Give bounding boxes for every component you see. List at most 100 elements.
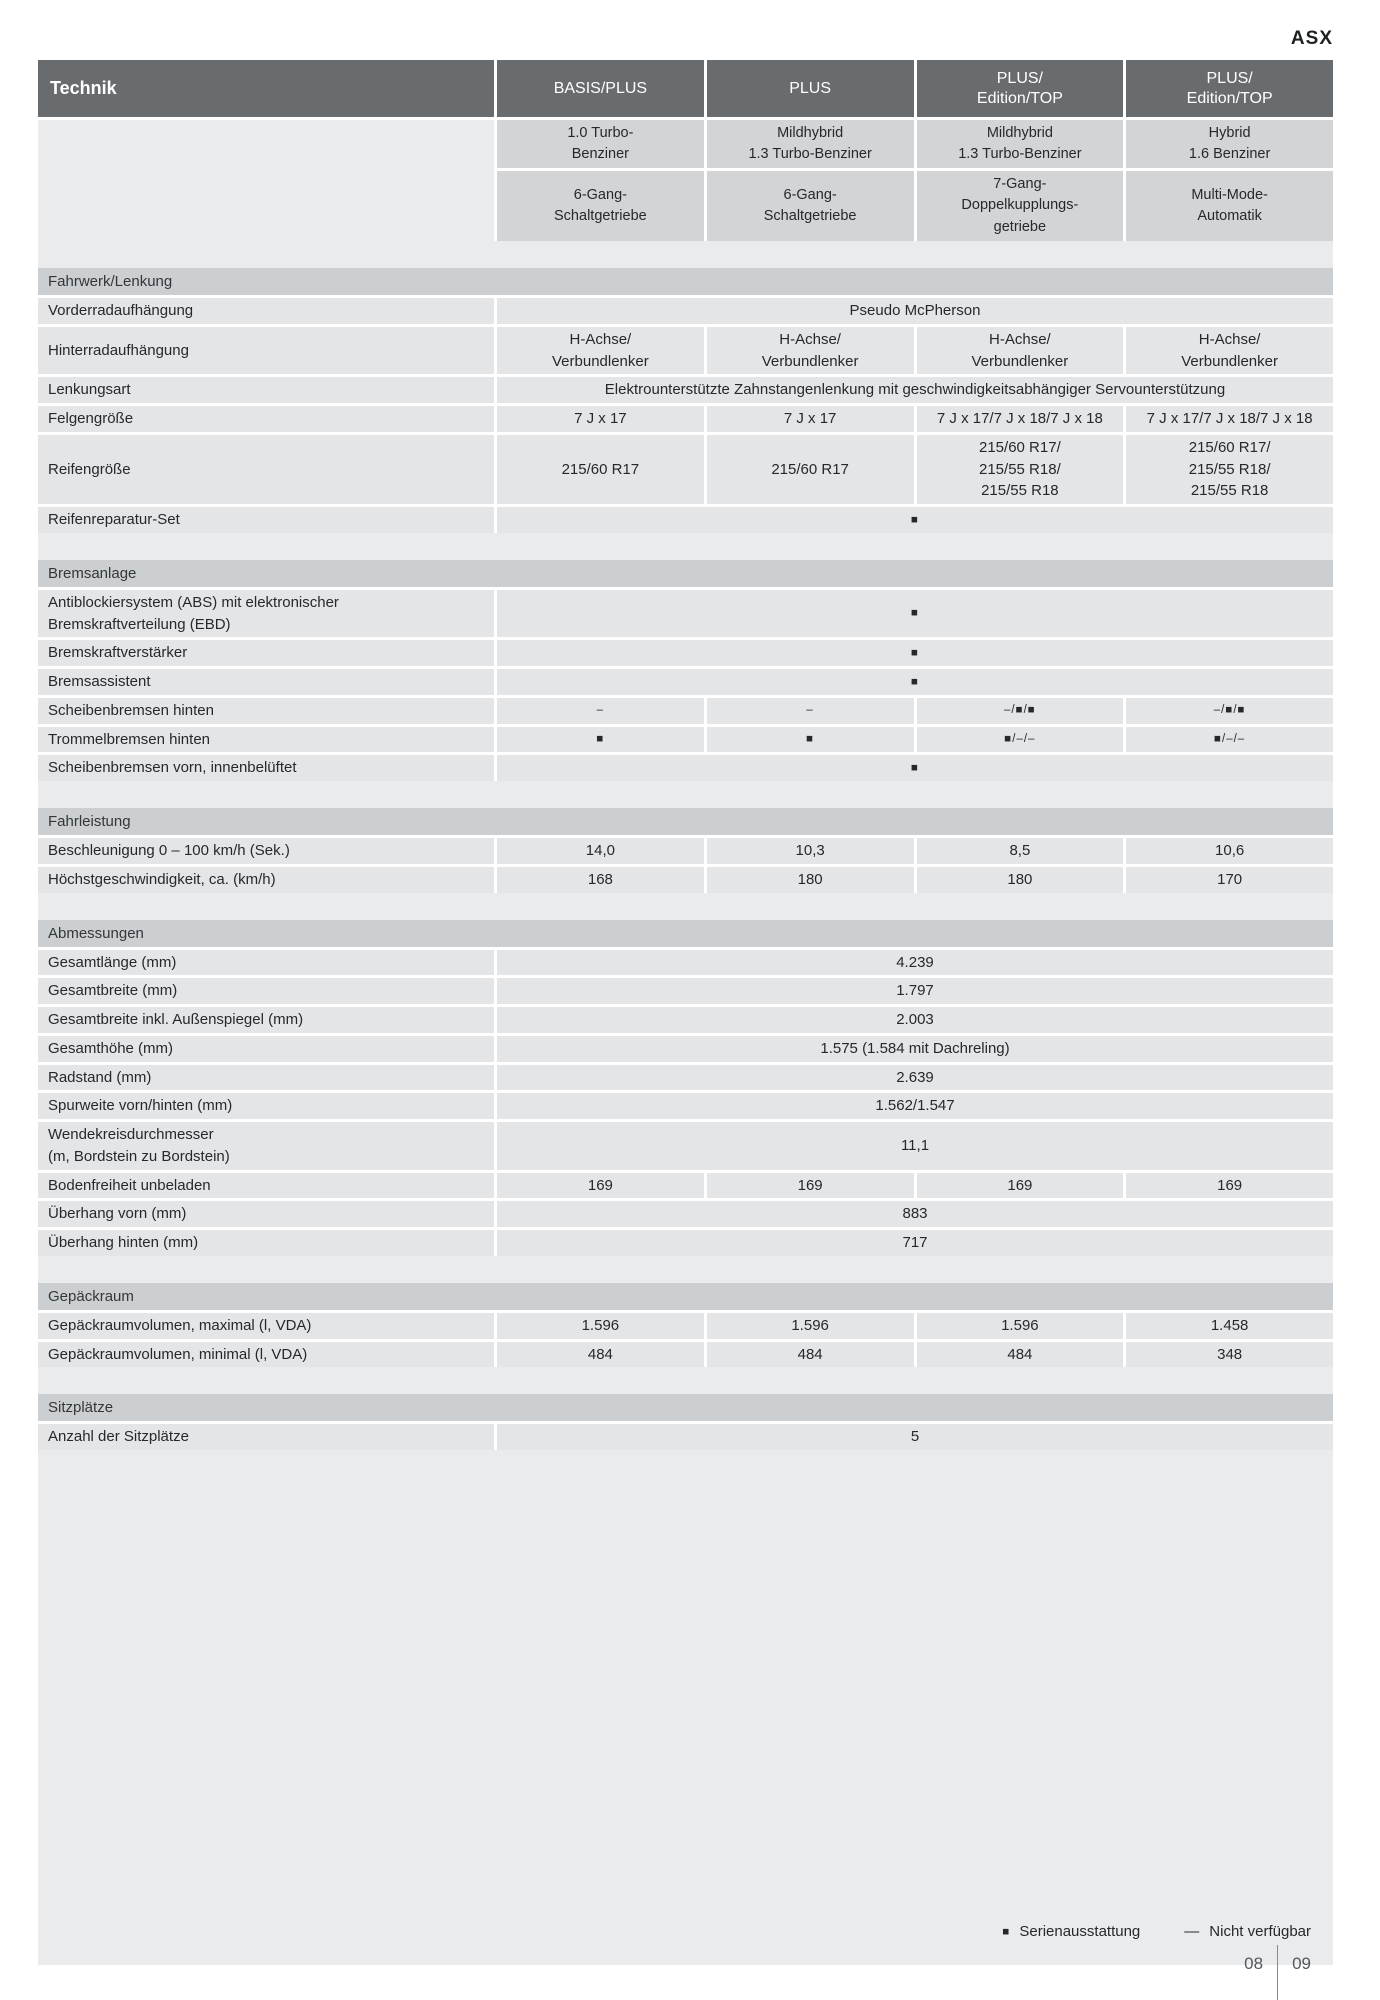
- value-cell: 10,6: [1126, 838, 1333, 864]
- value-cell-span: 1.797: [497, 978, 1333, 1004]
- row-label: Reifengröße: [38, 434, 494, 504]
- legend-not-available-label: Nicht verfügbar: [1209, 1923, 1311, 1940]
- row-label: Wendekreisdurchmesser (m, Bordstein zu B…: [38, 1122, 494, 1170]
- legend: ■ Serienausstattung — Nicht verfügbar: [1002, 1923, 1311, 1940]
- row-label: Scheibenbremsen hinten: [38, 697, 494, 724]
- value-cell-span: ■: [497, 669, 1333, 695]
- value-cell-span: 717: [497, 1230, 1333, 1256]
- spec-row: Anzahl der Sitzplätze 5: [38, 1424, 1333, 1450]
- value-cell: 168: [497, 866, 704, 893]
- column-header-plus-edition-top-2: PLUS/ Edition/TOP: [1126, 60, 1333, 117]
- spec-section: Gepäckraum Gepäckraumvolumen, maximal (l,…: [38, 1282, 1333, 1368]
- value-cell: –/■/■: [1126, 697, 1333, 724]
- transmission-row: 6-Gang- Schaltgetriebe 6-Gang- Schaltget…: [497, 171, 1333, 241]
- value-cell: 7 J x 17: [497, 406, 704, 432]
- spec-row: Lenkungsart Elektrounterstützte Zahnstang…: [38, 377, 1333, 403]
- row-label: Höchstgeschwindigkeit, ca. (km/h): [38, 866, 494, 893]
- spec-row: Bremsassistent ■: [38, 669, 1333, 695]
- spec-row: Reifengröße 215/60 R17 215/60 R17 215/60 R1…: [38, 434, 1333, 504]
- table-header-row: Technik BASIS/PLUS PLUS PLUS/ Edition/TO…: [38, 60, 1333, 117]
- value-cell-span: 5: [497, 1424, 1333, 1450]
- label-column-spacer: [38, 120, 494, 241]
- row-label: Trommelbremsen hinten: [38, 726, 494, 753]
- section-title: Fahrleistung: [38, 808, 1333, 835]
- spec-row: Beschleunigung 0 – 100 km/h (Sek.) 14,0 10…: [38, 838, 1333, 864]
- engine-cell: 1.0 Turbo- Benziner: [497, 120, 704, 168]
- value-cell-span: Elektrounterstützte Zahnstangenlenkung m…: [497, 377, 1333, 403]
- row-label: Gesamtbreite inkl. Außenspiegel (mm): [38, 1007, 494, 1033]
- brand-title: ASX: [1290, 28, 1333, 49]
- section-title: Fahrwerk/Lenkung: [38, 268, 1333, 295]
- value-cell: 484: [916, 1341, 1124, 1368]
- value-cell: H-Achse/ Verbundlenker: [916, 326, 1124, 375]
- spec-section: Fahrleistung Beschleunigung 0 – 100 km/h …: [38, 808, 1333, 893]
- spec-row: Gesamtlänge (mm) 4.239: [38, 949, 1333, 976]
- row-label: Beschleunigung 0 – 100 km/h (Sek.): [38, 838, 494, 864]
- value-cell: 180: [706, 866, 914, 893]
- spec-row: Bremskraftverstärker ■: [38, 640, 1333, 666]
- row-label: Überhang vorn (mm): [38, 1201, 494, 1227]
- dash-icon: —: [1184, 1923, 1200, 1940]
- value-cell: 169: [706, 1172, 914, 1199]
- value-cell: 169: [916, 1172, 1124, 1199]
- value-cell: 180: [916, 866, 1124, 893]
- legend-standard-label: Serienausstattung: [1019, 1923, 1141, 1940]
- spec-section: Fahrwerk/Lenkung Vorderradaufhängung Pseud…: [38, 268, 1333, 533]
- value-cell: 10,3: [706, 838, 914, 864]
- value-cell: 484: [706, 1341, 914, 1368]
- engine-cell: Mildhybrid 1.3 Turbo-Benziner: [916, 120, 1124, 168]
- row-label: Gesamtlänge (mm): [38, 949, 494, 976]
- value-cell: 7 J x 17/7 J x 18/7 J x 18: [916, 406, 1124, 432]
- spec-table: Technik BASIS/PLUS PLUS PLUS/ Edition/TO…: [38, 60, 1333, 1965]
- spec-row: Gepäckraumvolumen, minimal (l, VDA) 484 48…: [38, 1341, 1333, 1368]
- spec-row: Spurweite vorn/hinten (mm) 1.562/1.547: [38, 1093, 1333, 1119]
- spec-section: Bremsanlage Antiblockiersystem (ABS) mit …: [38, 559, 1333, 781]
- row-label: Hinterradaufhängung: [38, 326, 494, 375]
- row-label: Überhang hinten (mm): [38, 1230, 494, 1256]
- value-cell-span: ■: [497, 589, 1333, 638]
- value-cell: ■: [497, 726, 704, 753]
- filled-square-icon: ■: [1002, 1925, 1010, 1938]
- value-cell: ■: [706, 726, 914, 753]
- value-cell-span: Pseudo McPherson: [497, 298, 1333, 324]
- legend-standard: ■ Serienausstattung: [1002, 1923, 1140, 1940]
- value-cell: 1.596: [916, 1312, 1124, 1339]
- column-header-plus-edition-top-1: PLUS/ Edition/TOP: [916, 60, 1124, 117]
- spec-row: Radstand (mm) 2.639: [38, 1064, 1333, 1091]
- value-cell: 1.596: [706, 1312, 914, 1339]
- spec-row: Wendekreisdurchmesser (m, Bordstein zu B…: [38, 1122, 1333, 1170]
- row-label: Gesamtbreite (mm): [38, 978, 494, 1004]
- spec-row: Überhang vorn (mm) 883: [38, 1201, 1333, 1227]
- spec-row: Scheibenbremsen hinten – – –/■/■ –/■/■: [38, 697, 1333, 724]
- transmission-cell: 6-Gang- Schaltgetriebe: [497, 171, 704, 241]
- spec-section: Abmessungen Gesamtlänge (mm) 4.239 Gesamtbr…: [38, 919, 1333, 1256]
- value-cell: H-Achse/ Verbundlenker: [497, 326, 704, 375]
- value-cell: 215/60 R17: [706, 434, 914, 504]
- value-cell-span: 2.639: [497, 1064, 1333, 1091]
- spec-row: Reifenreparatur-Set ■: [38, 507, 1333, 533]
- transmission-cell: 6-Gang- Schaltgetriebe: [706, 171, 914, 241]
- value-cell: 484: [497, 1341, 704, 1368]
- value-cell: 169: [497, 1172, 704, 1199]
- row-label: Spurweite vorn/hinten (mm): [38, 1093, 494, 1119]
- value-cell-span: 11,1: [497, 1122, 1333, 1170]
- spec-row: Trommelbremsen hinten ■ ■ ■/–/– ■/–/–: [38, 726, 1333, 753]
- row-label: Felgengröße: [38, 406, 494, 432]
- row-label: Gepäckraumvolumen, maximal (l, VDA): [38, 1312, 494, 1339]
- value-cell: 8,5: [916, 838, 1124, 864]
- row-label: Bremskraftverstärker: [38, 640, 494, 666]
- spec-row: Antiblockiersystem (ABS) mit elektronisc…: [38, 589, 1333, 638]
- value-cell: –: [706, 697, 914, 724]
- legend-not-available: — Nicht verfügbar: [1184, 1923, 1311, 1940]
- engine-cell: Mildhybrid 1.3 Turbo-Benziner: [706, 120, 914, 168]
- value-cell: 7 J x 17: [706, 406, 914, 432]
- table-header-block: Technik BASIS/PLUS PLUS PLUS/ Edition/TO…: [38, 60, 1333, 241]
- page-number-divider: [1277, 1945, 1279, 2000]
- spec-row: Vorderradaufhängung Pseudo McPherson: [38, 298, 1333, 324]
- spec-row: Hinterradaufhängung H-Achse/ Verbundlenke…: [38, 326, 1333, 375]
- page-number-left: 08: [1244, 1954, 1264, 1973]
- section-title: Gepäckraum: [38, 1282, 1333, 1310]
- value-cell: 215/60 R17: [497, 434, 704, 504]
- row-label: Anzahl der Sitzplätze: [38, 1424, 494, 1450]
- engine-cell: Hybrid 1.6 Benziner: [1126, 120, 1333, 168]
